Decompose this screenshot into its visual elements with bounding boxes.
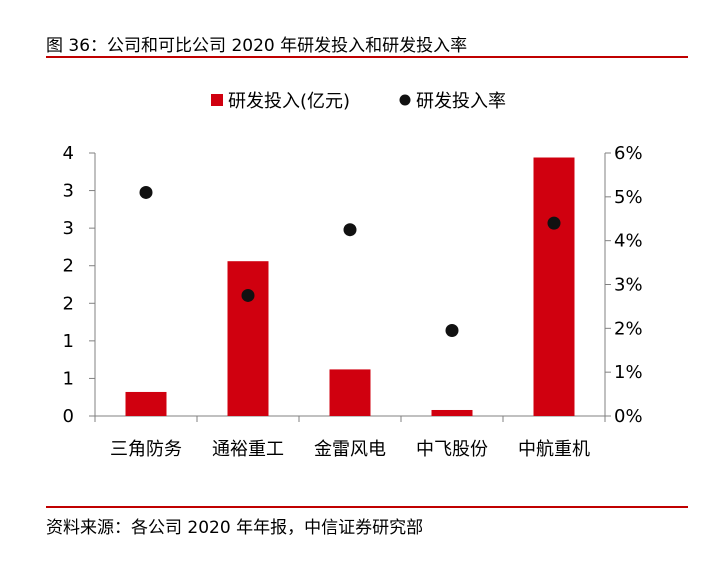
x-axis-category-label: 中飞股份 [416,439,488,460]
dot-rd-rate [241,288,255,302]
x-axis-category-label: 通裕重工 [212,439,284,460]
left-axis-tick-label: 0 [63,406,74,427]
right-axis-tick-label: 2% [614,318,643,339]
left-axis-tick-label: 1 [63,368,74,389]
bar-rd-investment [125,391,167,416]
left-axis-tick-label: 1 [63,331,74,352]
left-axis-tick-label: 3 [63,181,74,202]
bar-series [125,157,575,416]
x-axis-category-label: 金雷风电 [314,439,386,460]
dot-rd-rate [445,324,459,338]
x-axis-category-label: 中航重机 [518,439,590,460]
source-rule [46,506,688,508]
bar-rd-investment [431,409,473,416]
legend-bar-swatch [211,94,223,106]
chart: 研发投入(亿元) 研发投入率 0 1 1 2 2 3 3 4 0% 1% 2% 3% 4% 5% 6% 三角防务… [63,91,643,460]
bar-rd-investment [227,261,269,416]
axes: 0 1 1 2 2 3 3 4 0% 1% 2% 3% 4% 5% 6% 三角防务 通裕重工 金雷风电 中飞股份 中航… [63,143,643,460]
bar-rd-investment [533,157,575,416]
left-axis-tick-label: 4 [63,143,74,164]
right-axis-tick-label: 6% [614,143,643,164]
left-axis-tick-label: 3 [63,218,74,239]
legend: 研发投入(亿元) 研发投入率 [211,91,506,112]
source-note: 资料来源：各公司 2020 年年报，中信证券研究部 [46,518,424,538]
legend-dot-label: 研发投入率 [416,91,506,112]
dot-series [139,185,561,338]
right-axis-tick-label: 3% [614,275,643,296]
right-axis-tick-label: 0% [614,406,643,427]
dot-rd-rate [139,185,153,199]
legend-dot-swatch [399,94,411,106]
right-axis-tick-label: 1% [614,362,643,383]
dot-rd-rate [343,223,357,237]
left-axis-tick-label: 2 [63,293,74,314]
right-axis-tick-label: 4% [614,231,643,252]
x-axis-category-label: 三角防务 [110,439,182,460]
bar-rd-investment [329,369,371,416]
left-axis-tick-label: 2 [63,256,74,277]
dot-rd-rate [547,216,561,230]
figure-title: 图 36：公司和可比公司 2020 年研发投入和研发投入率 [46,36,468,56]
legend-bar-label: 研发投入(亿元) [228,91,350,112]
right-axis-tick-label: 5% [614,187,643,208]
title-rule [46,56,688,58]
